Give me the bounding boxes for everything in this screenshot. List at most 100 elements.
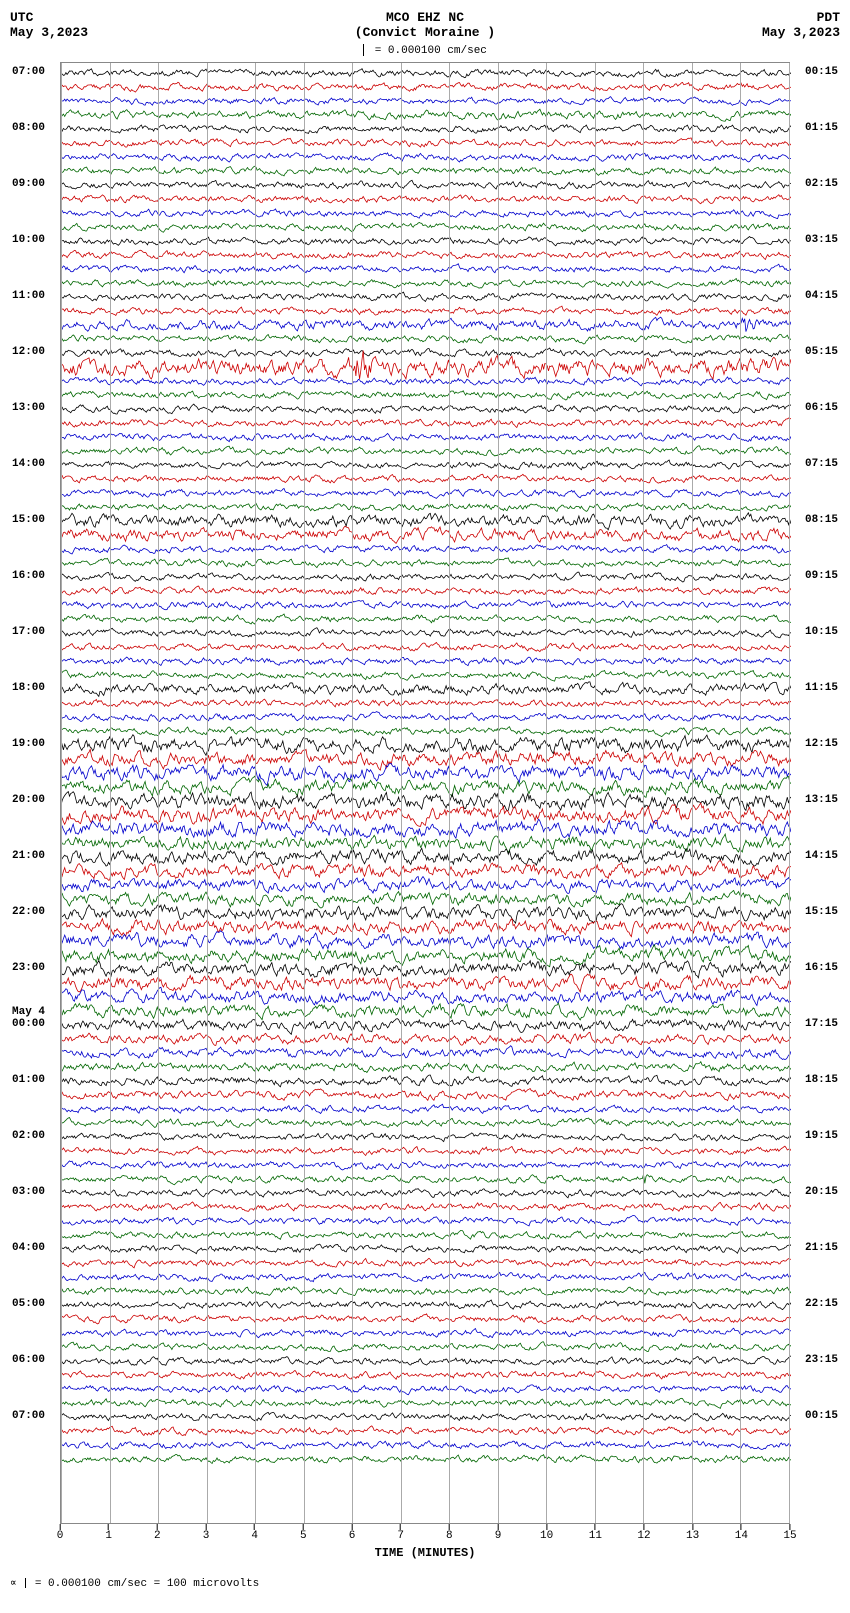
utc-hour-label: 14:00	[12, 458, 45, 470]
seismogram-trace	[61, 1314, 791, 1324]
pdt-hour-label: 01:15	[805, 122, 838, 134]
seismogram-trace	[61, 1342, 791, 1352]
seismogram-trace	[61, 488, 791, 498]
seismogram-trace	[61, 1046, 791, 1060]
seismogram-trace	[61, 1244, 791, 1254]
seismogram-trace	[61, 558, 791, 568]
x-tick: 11	[589, 1524, 602, 1542]
pdt-hour-label: 04:15	[805, 290, 838, 302]
pdt-hour-label: 07:15	[805, 458, 838, 470]
seismogram-trace	[61, 317, 791, 331]
x-axis: TIME (MINUTES) 0123456789101112131415	[60, 1524, 790, 1564]
utc-hour-label: 21:00	[12, 850, 45, 862]
utc-hour-label: 01:00	[12, 1074, 45, 1086]
x-tick: 6	[349, 1524, 356, 1542]
seismogram-trace	[61, 1174, 791, 1184]
x-tick: 12	[637, 1524, 650, 1542]
seismogram-trace	[61, 1117, 791, 1127]
pdt-hour-label: 13:15	[805, 794, 838, 806]
x-tick: 0	[57, 1524, 64, 1542]
pdt-hour-label: 14:15	[805, 850, 838, 862]
utc-hour-label: 03:00	[12, 1186, 45, 1198]
header: UTC May 3,2023 MCO EHZ NC (Convict Morai…	[10, 10, 840, 57]
seismogram-trace	[61, 418, 791, 428]
pdt-date-label: May 3,2023	[720, 25, 840, 40]
seismogram-trace	[61, 545, 791, 554]
location-label: (Convict Moraine )	[355, 25, 495, 40]
seismogram-trace	[61, 763, 791, 785]
seismogram-trace	[61, 446, 791, 456]
footer: ∝ = 0.000100 cm/sec = 100 microvolts	[10, 1576, 840, 1590]
seismogram-trace	[61, 180, 791, 189]
seismogram-trace	[61, 1385, 791, 1395]
seismogram-trace	[61, 348, 791, 357]
seismogram-trace	[61, 350, 791, 379]
seismogram-trace	[61, 931, 791, 949]
pdt-hour-label: 15:15	[805, 906, 838, 918]
seismogram-trace	[61, 1272, 791, 1281]
utc-hour-label: 10:00	[12, 234, 45, 246]
x-tick: 5	[300, 1524, 307, 1542]
gridline-vertical	[449, 63, 450, 1523]
x-axis-label: TIME (MINUTES)	[375, 1546, 476, 1560]
gridline-vertical	[110, 63, 111, 1523]
gridline-vertical	[304, 63, 305, 1523]
gridline-vertical	[692, 63, 693, 1523]
utc-hour-label: 04:00	[12, 1242, 45, 1254]
seismogram-trace	[61, 803, 791, 826]
pdt-hour-label: 22:15	[805, 1298, 838, 1310]
seismogram-trace	[61, 1426, 791, 1436]
x-tick: 10	[540, 1524, 553, 1542]
utc-hour-label: 19:00	[12, 738, 45, 750]
x-tick: 8	[446, 1524, 453, 1542]
utc-hour-label: 06:00	[12, 1354, 45, 1366]
seismogram-trace	[61, 1398, 791, 1408]
seismogram-trace	[61, 1062, 791, 1073]
utc-hour-label: 22:00	[12, 906, 45, 918]
seismogram-traces	[61, 63, 791, 1523]
seismogram-trace	[61, 1287, 791, 1296]
utc-tz-label: UTC	[10, 10, 130, 25]
next-day-label: May 4	[12, 1006, 45, 1018]
utc-date-label: May 3,2023	[10, 25, 130, 40]
utc-hour-label: 18:00	[12, 682, 45, 694]
seismogram-trace	[61, 749, 791, 770]
seismogram-trace	[61, 222, 791, 232]
seismogram-trace	[61, 614, 791, 624]
seismogram-trace	[61, 460, 791, 470]
utc-hour-label: 13:00	[12, 402, 45, 414]
seismogram-trace	[61, 834, 791, 852]
pdt-hour-label: 19:15	[805, 1130, 838, 1142]
seismogram-trace	[61, 1133, 791, 1142]
pdt-hour-label: 05:15	[805, 346, 838, 358]
seismogram-trace	[61, 513, 791, 530]
seismogram-trace	[61, 474, 791, 483]
gridline-vertical	[61, 63, 62, 1523]
seismogram-trace	[61, 1230, 791, 1239]
seismogram-trace	[61, 1441, 791, 1450]
seismogram-trace	[61, 1328, 791, 1338]
seismogram-trace	[61, 82, 791, 92]
seismogram-trace	[61, 306, 791, 315]
seismogram-trace	[61, 292, 791, 302]
utc-hour-label: 00:00	[12, 1018, 45, 1030]
pdt-hour-label: 20:15	[805, 1186, 838, 1198]
seismogram-trace	[61, 572, 791, 582]
seismogram-trace	[61, 682, 791, 697]
utc-hour-label: 12:00	[12, 346, 45, 358]
seismogram-trace	[61, 961, 791, 978]
seismogram-trace	[61, 699, 791, 707]
seismogram-trace	[61, 1370, 791, 1379]
header-center: MCO EHZ NC (Convict Moraine ) = 0.000100…	[355, 10, 495, 57]
gridline-vertical	[740, 63, 741, 1523]
seismogram-trace	[61, 1258, 791, 1268]
seismogram-trace	[61, 334, 791, 344]
plot-grid	[61, 63, 789, 1523]
station-label: MCO EHZ NC	[355, 10, 495, 25]
seismogram-trace	[61, 1454, 791, 1463]
seismogram-trace	[61, 404, 791, 414]
seismogram-trace	[61, 1075, 791, 1087]
pdt-hour-label: 03:15	[805, 234, 838, 246]
pdt-hour-label: 21:15	[805, 1242, 838, 1254]
seismogram-trace	[61, 735, 791, 756]
